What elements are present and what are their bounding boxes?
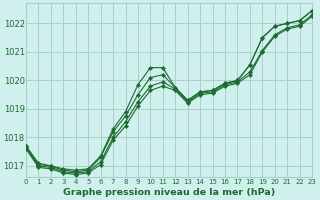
X-axis label: Graphe pression niveau de la mer (hPa): Graphe pression niveau de la mer (hPa) [63, 188, 275, 197]
